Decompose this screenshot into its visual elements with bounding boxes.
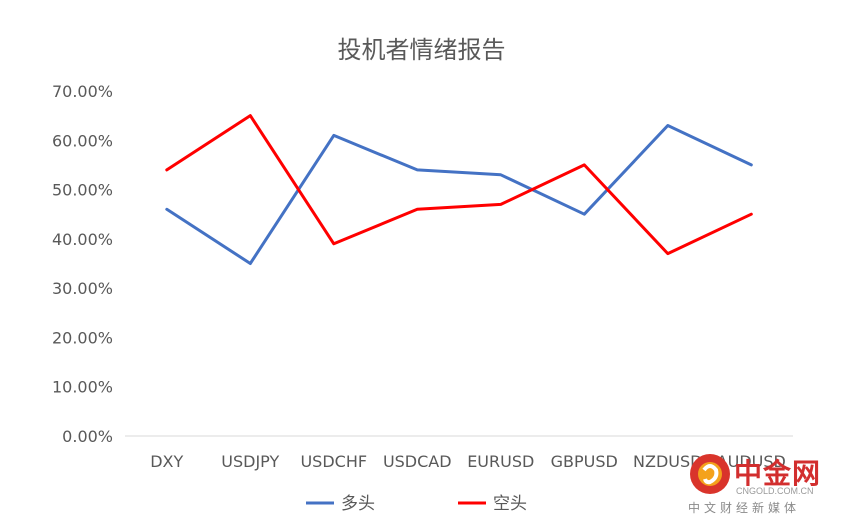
legend-label: 多头 (341, 494, 375, 514)
y-tick-label: 70.00% (52, 82, 113, 101)
y-tick-label: 0.00% (62, 427, 113, 446)
y-tick-label: 20.00% (52, 328, 113, 347)
x-tick-label: USDJPY (221, 452, 279, 471)
x-tick-label: USDCAD (383, 452, 452, 471)
x-tick-label: USDCHF (300, 452, 367, 471)
watermark-url: CNGOLD.COM.CN (736, 486, 814, 496)
cngold-watermark: 中金网 CNGOLD.COM.CN 中文财经新媒体 (686, 452, 836, 518)
y-tick-label: 30.00% (52, 279, 113, 298)
x-tick-label: AUDUSD (717, 452, 786, 471)
series-line-2 (165, 114, 753, 256)
y-tick-label: 10.00% (52, 378, 113, 397)
cngold-logo-icon (690, 454, 730, 494)
series-line-1 (165, 124, 753, 265)
y-tick-label: 50.00% (52, 181, 113, 200)
chart-title: 投机者情绪报告 (337, 36, 506, 64)
x-tick-label: GBPUSD (551, 452, 618, 471)
x-tick-label: NZDUSD (633, 452, 702, 471)
y-tick-label: 60.00% (52, 131, 113, 150)
x-tick-label: DXY (150, 452, 183, 471)
watermark-tagline: 中文财经新媒体 (688, 501, 801, 515)
x-tick-label: EURUSD (467, 452, 534, 471)
watermark-name: 中金网 (734, 457, 822, 490)
legend-label: 空头 (493, 494, 527, 514)
y-tick-label: 40.00% (52, 230, 113, 249)
